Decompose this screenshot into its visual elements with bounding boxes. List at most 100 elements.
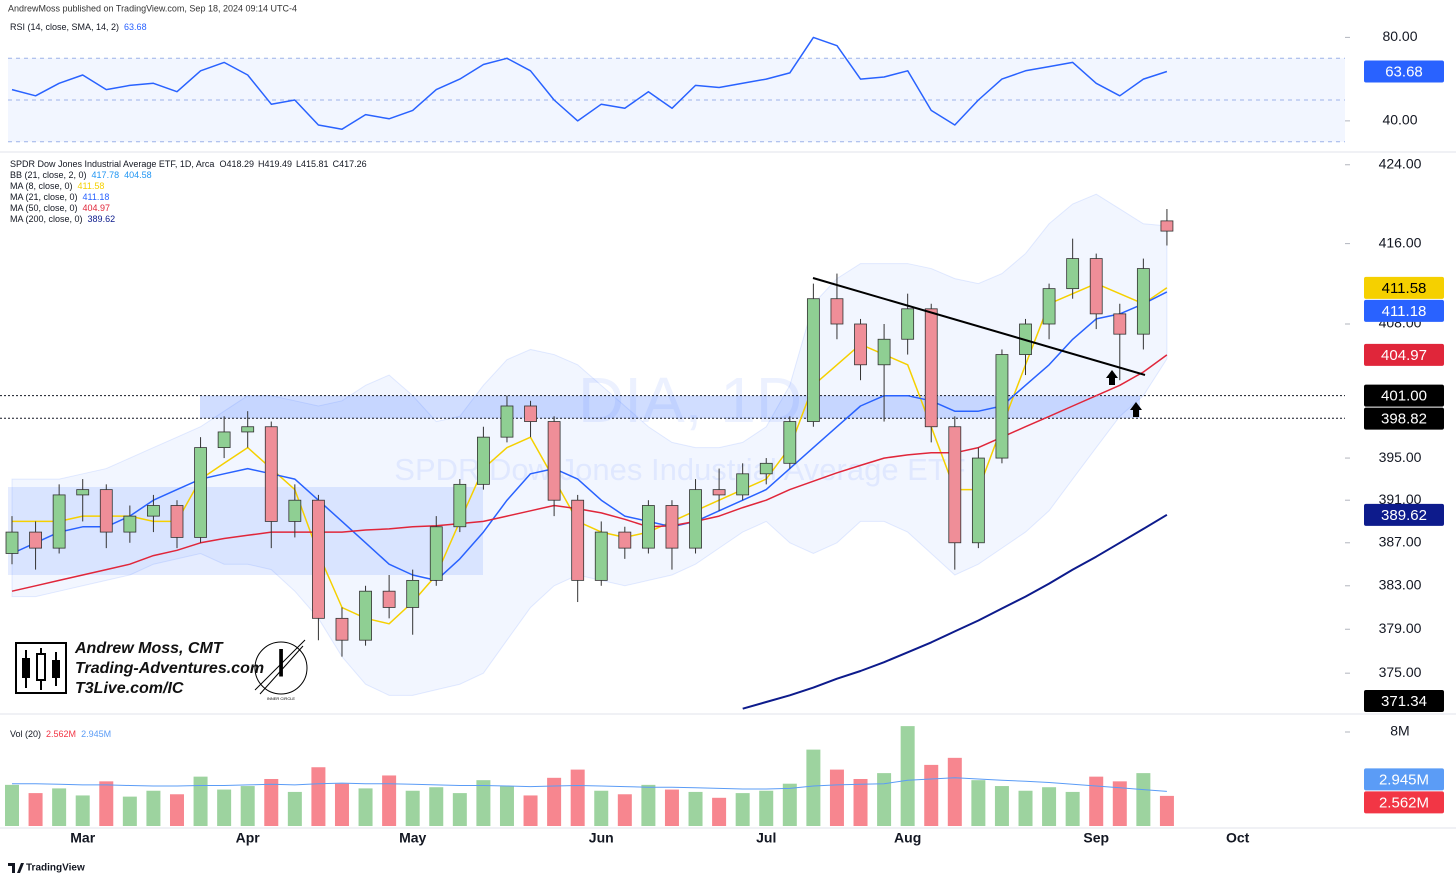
- volume-bar: [877, 773, 892, 826]
- legend-value: 389.62: [87, 214, 116, 224]
- volume-bar: [829, 769, 844, 826]
- volume-bar: [146, 790, 161, 826]
- volume-bar: [5, 784, 19, 826]
- volume-bar: [853, 778, 868, 826]
- candle-body: [877, 338, 891, 366]
- candle-body: [524, 405, 537, 422]
- candle-body: [99, 489, 113, 533]
- candle-body: [429, 526, 443, 581]
- legend-name: MA (200, close, 0): [10, 214, 83, 224]
- level-zone: [200, 395, 1140, 419]
- volume-bar: [1018, 790, 1033, 826]
- candle-body: [1089, 258, 1103, 315]
- ohlc-value: 417.26: [339, 159, 367, 169]
- legend-row: MA (21, close, 0) 411.18: [10, 192, 371, 203]
- moving-average: [11, 354, 1168, 592]
- price-tag-label: 404.97: [1381, 347, 1427, 364]
- candle-body: [689, 489, 702, 549]
- candle-body: [1042, 288, 1056, 325]
- candle-body: [1113, 313, 1127, 335]
- brand-site: Trading-Adventures.com: [75, 660, 265, 677]
- rsi-line: [11, 36, 1168, 130]
- y-tick-label: 40.00: [1382, 112, 1417, 128]
- candle-body: [335, 617, 349, 641]
- legend-value: 411.18: [82, 192, 110, 202]
- y-tick-label: 391.00: [1379, 491, 1422, 507]
- volume-bar: [924, 764, 939, 826]
- volume-bar: [782, 783, 797, 826]
- x-tick-label: Jun: [589, 830, 614, 846]
- x-tick-label: Oct: [1226, 830, 1250, 846]
- brand-link: T3Live.com/IC: [75, 680, 184, 697]
- legend-row: MA (50, close, 0) 404.97: [10, 203, 371, 214]
- volume-bar: [994, 786, 1009, 826]
- y-tick-label: 375.00: [1379, 664, 1422, 680]
- footer-brand: TradingView: [26, 863, 85, 874]
- volume-value: 2.562M: [46, 729, 77, 739]
- ohlc-item: C417.26: [333, 159, 367, 169]
- price-tag-label: 2.562M: [1379, 794, 1429, 811]
- candle-body: [995, 354, 1009, 459]
- price-tag-label: 401.00: [1381, 388, 1427, 405]
- volume-bar: [287, 791, 302, 826]
- volume-bar: [334, 783, 349, 826]
- volume-bar: [240, 786, 255, 826]
- y-tick-label: 387.00: [1379, 533, 1422, 549]
- legend-value: 417.78: [91, 170, 120, 180]
- price-tag-label: 411.18: [1382, 303, 1427, 320]
- price-axis: 424.00416.00408.00395.00391.00387.00383.…: [1345, 28, 1444, 814]
- price-legend: SPDR Dow Jones Industrial Average ETF, 1…: [10, 159, 371, 225]
- price-tag-label: 371.34: [1381, 693, 1427, 710]
- ohlc-value: 419.49: [264, 159, 293, 169]
- header: AndrewMoss published on TradingView.com,…: [8, 3, 297, 13]
- candle-body: [712, 489, 726, 496]
- brand-name: Andrew Moss, CMT: [75, 640, 223, 657]
- volume-bar: [217, 789, 232, 826]
- x-tick-label: Aug: [894, 830, 921, 846]
- candle-body: [476, 436, 490, 485]
- volume-bar: [735, 793, 750, 826]
- price-tag-label: 389.62: [1381, 507, 1427, 524]
- candle-body: [571, 499, 585, 581]
- y-tick-label: 379.00: [1379, 620, 1422, 636]
- trendline: [812, 277, 1146, 376]
- price-tag: [1364, 276, 1444, 299]
- volume-bar: [28, 793, 43, 826]
- volume-bar: [1065, 791, 1080, 826]
- volume-bar: [806, 749, 821, 826]
- price-tag-label: 398.82: [1381, 411, 1427, 428]
- candle-body: [924, 308, 938, 428]
- arrow: [1130, 402, 1142, 417]
- y-tick-label: 416.00: [1379, 234, 1422, 250]
- legend-row: SPDR Dow Jones Industrial Average ETF, 1…: [10, 159, 371, 170]
- volume-bar: [358, 788, 373, 826]
- candle-body: [123, 515, 137, 533]
- volume-bar: [499, 786, 514, 826]
- price-tag: [1364, 503, 1444, 526]
- candle-body: [854, 323, 867, 366]
- ohlc-letter: L: [296, 159, 302, 169]
- volume-bar: [594, 790, 609, 826]
- price-tag: [1364, 299, 1444, 322]
- x-tick-label: Apr: [236, 830, 261, 846]
- ohlc-letter: C: [332, 159, 340, 169]
- volume-bar: [452, 793, 467, 826]
- candle-body: [76, 489, 90, 496]
- volume-bar: [712, 797, 727, 826]
- x-tick-label: May: [399, 830, 426, 846]
- volume-bar: [405, 790, 420, 826]
- price-tag-label: 2.945M: [1379, 771, 1429, 788]
- candle-body: [1066, 258, 1080, 290]
- volume-bar: [1159, 795, 1174, 826]
- y-tick-label: 383.00: [1379, 576, 1422, 592]
- arrow: [1106, 370, 1118, 385]
- volume-bar: [75, 795, 90, 826]
- price-tag: [1364, 791, 1444, 814]
- price-tag: [1364, 343, 1444, 366]
- candle-body: [547, 421, 561, 501]
- moving-average: [742, 513, 1168, 710]
- legend-value: 404.97: [82, 203, 111, 213]
- candle-body: [830, 298, 844, 325]
